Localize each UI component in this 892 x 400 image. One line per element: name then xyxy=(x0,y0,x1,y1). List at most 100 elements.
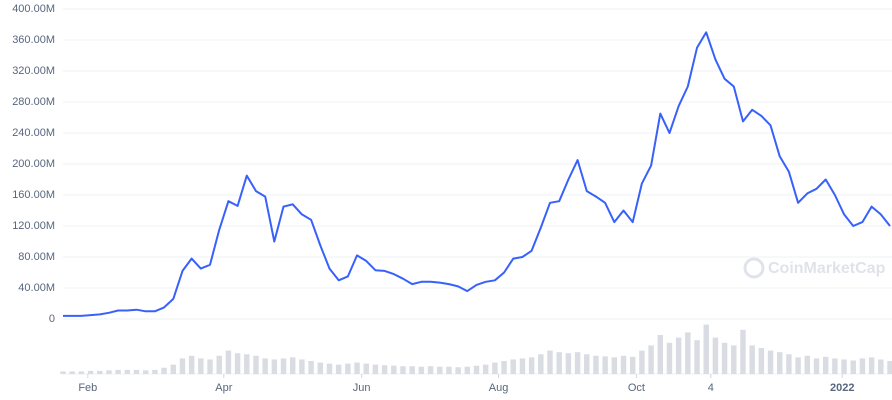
volume-bar xyxy=(152,369,158,374)
volume-bar xyxy=(822,356,829,374)
y-tick-label: 240.00M xyxy=(12,127,55,139)
x-tick-label: Feb xyxy=(78,382,97,394)
volume-bar xyxy=(207,359,213,374)
volume-bar xyxy=(731,345,737,374)
volume-bar xyxy=(326,363,333,374)
watermark-logo xyxy=(743,257,765,279)
x-tick-label: Jun xyxy=(353,382,371,394)
volume-bar xyxy=(602,356,608,374)
volume-bar xyxy=(464,366,471,374)
volume-bar xyxy=(97,370,103,374)
volume-bar xyxy=(685,332,691,374)
volume-bar xyxy=(234,353,241,374)
volume-bar xyxy=(675,337,682,374)
volume-bar xyxy=(87,370,94,374)
volume-bar xyxy=(161,367,167,374)
volume-bar xyxy=(712,337,719,374)
price-line xyxy=(63,31,891,317)
volume-bar xyxy=(648,345,654,374)
volume-bar xyxy=(740,329,746,374)
volume-bar xyxy=(60,371,66,374)
volume-bar xyxy=(593,355,599,374)
volume-bar xyxy=(813,358,820,374)
volume-bar xyxy=(124,369,131,374)
volume-bar xyxy=(289,357,296,374)
y-tick-label: 40.00M xyxy=(18,282,55,294)
volume-bar xyxy=(409,366,415,374)
volume-bar xyxy=(253,355,259,374)
volume-bar xyxy=(528,357,535,374)
volume-bar xyxy=(501,361,507,374)
volume-bar xyxy=(538,354,544,374)
volume-bar xyxy=(703,324,709,374)
volume-bar xyxy=(574,352,581,374)
x-tick-label: Aug xyxy=(489,382,509,394)
volume-bar xyxy=(804,355,811,374)
volume-bar xyxy=(354,362,360,374)
volume-bar xyxy=(372,364,379,374)
volume-bar xyxy=(262,358,268,374)
y-tick-label: 160.00M xyxy=(12,189,55,201)
volume-bar xyxy=(216,355,222,374)
volume-bar xyxy=(179,358,186,374)
y-tick-label: 360.00M xyxy=(12,34,55,46)
volume-bar xyxy=(758,348,765,374)
volume-bar xyxy=(381,365,388,374)
volume-bar xyxy=(584,354,590,374)
volume-bar xyxy=(850,360,856,374)
volume-bar xyxy=(78,371,85,374)
volume-bar xyxy=(510,359,516,374)
volume-bar xyxy=(721,342,728,374)
volume-bar xyxy=(556,352,562,374)
volume-bar xyxy=(841,359,847,374)
y-tick-label: 280.00M xyxy=(12,96,55,108)
volume-bar xyxy=(629,356,636,374)
volume-bar xyxy=(620,355,627,374)
volume-bar xyxy=(299,359,305,374)
volume-bar xyxy=(611,357,618,374)
volume-bar xyxy=(657,335,664,374)
volume-bar xyxy=(786,354,792,374)
watermark-text: CoinMarketCap xyxy=(768,260,886,277)
volume-bar xyxy=(777,352,783,374)
volume-bar xyxy=(868,357,875,374)
y-tick-label: 200.00M xyxy=(12,158,55,170)
watermark: CoinMarketCap xyxy=(743,257,886,279)
volume-bar xyxy=(565,353,572,374)
volume-bar xyxy=(492,362,498,374)
volume-bar xyxy=(437,366,443,374)
volume-bar xyxy=(198,358,204,374)
volume-bar xyxy=(666,342,673,374)
y-tick-label: 400.00M xyxy=(12,3,55,15)
volume-bar xyxy=(878,359,884,374)
volume-bar xyxy=(317,362,324,374)
volume-bar xyxy=(482,364,489,374)
volume-bar xyxy=(280,358,287,374)
volume-bar xyxy=(225,350,232,374)
x-tick-label: Apr xyxy=(215,382,232,394)
volume-bar xyxy=(446,366,452,374)
volume-bar xyxy=(308,361,314,374)
volume-bar xyxy=(170,364,176,374)
volume-bar xyxy=(547,350,553,374)
volume-bar xyxy=(639,350,645,374)
volume-bar xyxy=(271,359,278,374)
volume-bar xyxy=(115,369,121,374)
volume-bar xyxy=(345,363,351,374)
volume-bar xyxy=(767,350,774,374)
volume-bar xyxy=(69,371,75,374)
volume-bar xyxy=(391,365,397,374)
volume-bar xyxy=(749,345,755,374)
volume-bar xyxy=(887,361,892,374)
x-tick-label: 4 xyxy=(708,382,714,394)
volume-bar xyxy=(400,366,406,374)
volume-bar xyxy=(427,366,434,374)
volume-bar xyxy=(188,355,195,374)
x-tick-label: 2022 xyxy=(830,382,854,394)
volume-bar xyxy=(142,370,149,374)
y-tick-label: 320.00M xyxy=(12,65,55,77)
volume-bar xyxy=(106,370,112,374)
x-tick-label: Oct xyxy=(628,382,645,394)
